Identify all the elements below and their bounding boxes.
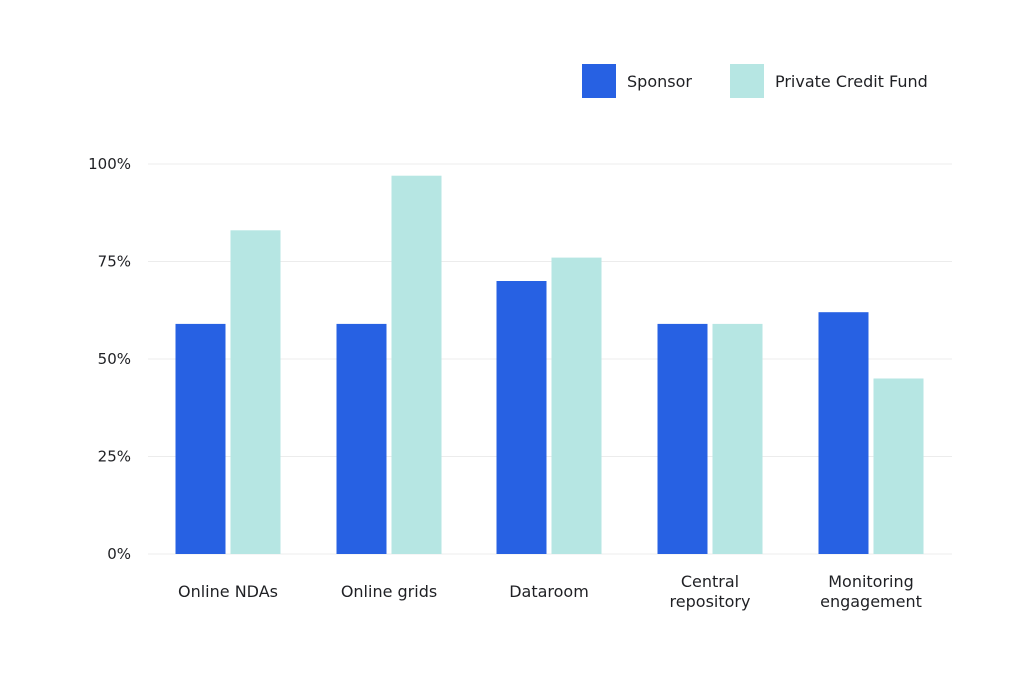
- x-tick-label-line: repository: [670, 592, 751, 611]
- y-axis-ticks: 0% 25% 50% 75% 100%: [88, 155, 131, 563]
- x-tick-label-line: engagement: [820, 592, 922, 611]
- bar-private-credit-fund-central-repository: [712, 323, 763, 554]
- legend: Sponsor Private Credit Fund: [582, 64, 928, 98]
- bar-sponsor-online-grids: [336, 323, 387, 554]
- x-tick-label-monitoring-engagement: Monitoring engagement: [820, 572, 922, 611]
- y-tick-label: 75%: [98, 253, 131, 271]
- x-tick-label-online-grids: Online grids: [341, 582, 437, 601]
- y-tick-label: 0%: [107, 545, 131, 563]
- legend-item-sponsor: Sponsor: [582, 64, 692, 98]
- x-tick-label-dataroom: Dataroom: [509, 582, 589, 601]
- bars: [175, 175, 924, 555]
- x-tick-label-line: Monitoring: [828, 572, 914, 591]
- x-tick-label-line: Online grids: [341, 582, 437, 601]
- legend-label-sponsor: Sponsor: [627, 71, 692, 91]
- x-tick-label-line: Dataroom: [509, 582, 589, 601]
- legend-label-private-credit-fund: Private Credit Fund: [774, 71, 928, 91]
- gridlines: [148, 163, 952, 555]
- legend-swatch-private-credit-fund: [729, 64, 764, 98]
- bar-private-credit-fund-online-grids: [391, 175, 442, 554]
- x-tick-label-online-ndas: Online NDAs: [178, 582, 278, 601]
- bar-private-credit-fund-monitoring-engagement: [873, 378, 924, 554]
- bar-sponsor-online-ndas: [175, 323, 226, 554]
- y-tick-label: 50%: [98, 350, 131, 368]
- y-tick-label: 100%: [88, 155, 131, 173]
- bar-private-credit-fund-online-ndas: [230, 230, 281, 555]
- legend-swatch-sponsor: [582, 64, 616, 98]
- x-tick-label-line: Central: [681, 572, 739, 591]
- bar-sponsor-central-repository: [657, 323, 708, 554]
- x-axis-ticks: Online NDAs Online grids Dataroom Central re…: [178, 572, 922, 611]
- y-tick-label: 25%: [98, 448, 131, 466]
- x-tick-label-central-repository: Central repository: [670, 572, 751, 611]
- legend-item-private-credit-fund: Private Credit Fund: [729, 64, 928, 98]
- bar-private-credit-fund-dataroom: [551, 257, 602, 554]
- bar-sponsor-dataroom: [496, 281, 547, 554]
- x-tick-label-line: Online NDAs: [178, 582, 278, 601]
- bar-sponsor-monitoring-engagement: [818, 312, 869, 554]
